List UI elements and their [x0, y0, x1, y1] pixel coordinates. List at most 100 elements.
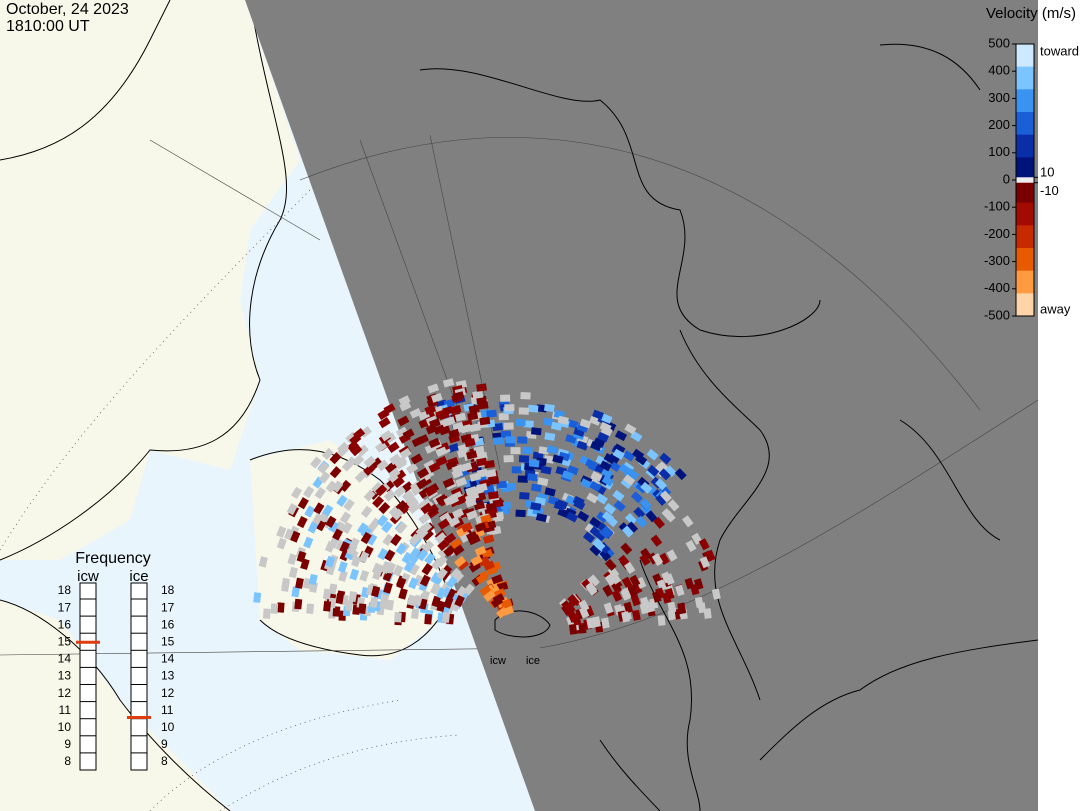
echo-cell: [416, 478, 429, 490]
echo-cell: [468, 404, 480, 414]
echo-cell: [378, 501, 391, 515]
echo-cell: [348, 591, 358, 603]
echo-cell: [621, 525, 634, 538]
echo-cell: [380, 562, 391, 575]
echo-cell: [578, 622, 587, 634]
echo-cell: [613, 443, 626, 455]
echo-cell: [629, 574, 641, 587]
echo-cell: [599, 460, 612, 472]
echo-cell: [659, 490, 672, 503]
echo-cell: [276, 602, 285, 613]
echo-cell: [384, 549, 396, 562]
echo-cell: [331, 480, 344, 493]
echo-cell: [466, 530, 479, 542]
echo-cell: [431, 392, 443, 403]
echo-cell: [488, 476, 500, 485]
radar-label: icw: [490, 655, 506, 667]
echo-cell: [451, 468, 464, 479]
echo-cell: [392, 564, 404, 577]
echo-cell: [626, 521, 639, 534]
echo-cell: [667, 609, 676, 621]
echo-cell: [515, 509, 526, 518]
echo-cell: [601, 467, 614, 479]
echo-cell: [452, 391, 465, 401]
echo-cell: [602, 584, 614, 597]
echo-cell: [485, 502, 497, 512]
time: 1810:00 UT: [6, 18, 90, 35]
echo-cell: [363, 489, 376, 502]
echo-cell: [352, 454, 365, 467]
echo-cell: [684, 577, 695, 590]
echo-cell: [663, 510, 676, 523]
echo-cell: [296, 516, 308, 529]
colorbar-band: [1016, 293, 1034, 317]
echo-cell: [324, 540, 336, 553]
colorbar-band: [1016, 44, 1034, 68]
echo-cell: [527, 473, 538, 482]
echo-cell: [291, 486, 303, 499]
echo-cell: [366, 533, 378, 546]
echo-cell: [258, 556, 268, 568]
echo-cell: [321, 447, 334, 460]
range-ring: [0, 139, 361, 551]
echo-cell: [634, 453, 648, 466]
echo-cell: [647, 464, 660, 477]
echo-cell: [557, 415, 569, 425]
echo-cell: [339, 511, 352, 524]
echo-cell: [436, 587, 447, 600]
echo-cell: [515, 418, 526, 427]
echo-cell: [371, 585, 381, 598]
echo-cell: [655, 493, 668, 506]
echo-cell: [388, 467, 401, 480]
echo-cell: [613, 500, 626, 512]
echo-cell: [421, 563, 433, 576]
echo-cell: [335, 593, 344, 605]
echo-cell: [639, 602, 649, 615]
echo-cell: [420, 521, 433, 534]
echo-cell: [635, 576, 647, 589]
echo-cell: [464, 438, 476, 448]
echo-cell: [397, 415, 410, 427]
range-ring: [149, 699, 461, 811]
ladder-tick-label: 9: [161, 737, 168, 751]
echo-cell: [447, 443, 460, 453]
colorbar-tick-label: -100: [984, 199, 1010, 214]
echo-cell: [472, 390, 484, 400]
echo-cell: [537, 477, 549, 487]
echo-cell: [595, 493, 608, 505]
echo-cell: [517, 436, 528, 444]
echo-cell: [650, 534, 663, 547]
echo-cell: [454, 555, 467, 568]
ladder-tick-label: 9: [64, 737, 71, 751]
echo-cell: [407, 502, 420, 515]
echo-cell: [448, 428, 460, 439]
echo-cell: [646, 448, 659, 461]
echo-cell: [500, 430, 512, 439]
echo-cell: [474, 545, 487, 557]
echo-cell: [623, 601, 634, 614]
echo-cell: [351, 555, 362, 568]
echo-cell: [377, 548, 389, 561]
echo-cell: [620, 542, 633, 555]
echo-cell: [401, 489, 415, 502]
echo-cell: [535, 513, 548, 523]
echo-cell: [633, 506, 646, 519]
echo-cell: [487, 491, 499, 500]
echo-cell: [705, 549, 716, 562]
echo-cell: [443, 596, 454, 609]
echo-cell: [546, 445, 558, 455]
echo-cell: [623, 473, 636, 486]
echo-cell: [332, 606, 341, 617]
echo-cell: [498, 412, 509, 421]
echo-cell: [491, 574, 504, 585]
echo-cell: [455, 585, 468, 599]
echo-cell: [385, 599, 395, 611]
echo-cell: [291, 586, 300, 598]
echo-cell: [408, 533, 421, 546]
echo-cell: [530, 427, 542, 436]
ladder-tick-label: 17: [161, 600, 175, 614]
echo-cell: [503, 455, 514, 463]
echo-cell: [530, 483, 542, 492]
echo-cell: [693, 578, 704, 590]
colorbar-band: [1016, 66, 1034, 90]
